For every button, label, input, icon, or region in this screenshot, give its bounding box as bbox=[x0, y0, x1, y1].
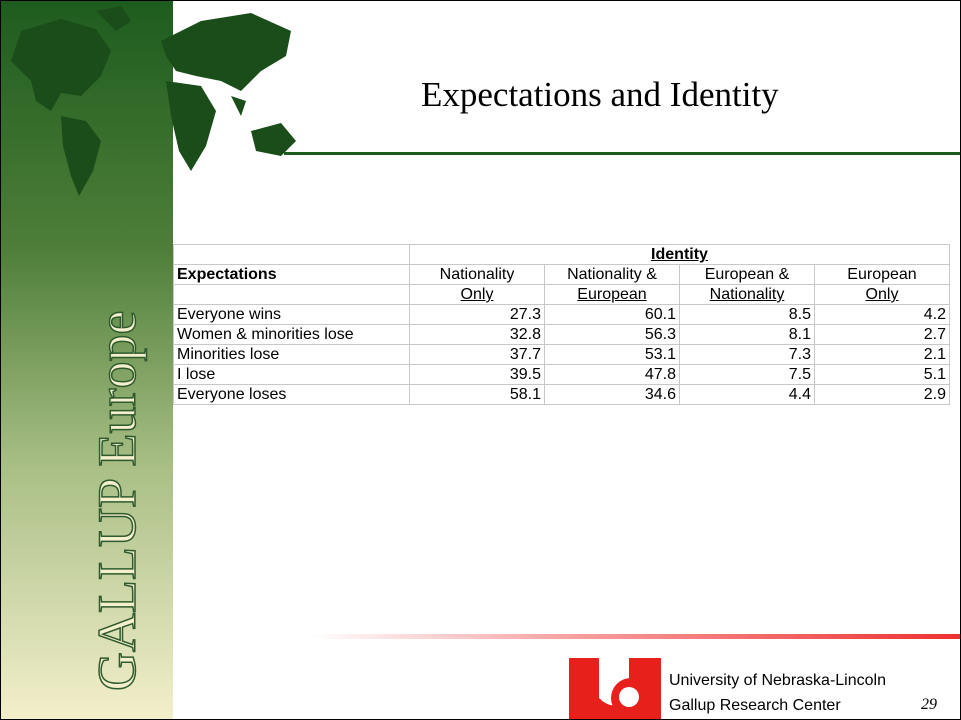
table-cell: 37.7 bbox=[409, 344, 545, 365]
table-cell bbox=[173, 284, 410, 305]
table-cell: 27.3 bbox=[409, 304, 545, 325]
sidebar-label-layer: GALLUP Europe bbox=[86, 310, 148, 692]
table-cell: Expectations bbox=[173, 264, 410, 285]
footer-rule bbox=[311, 634, 960, 639]
footer-line: Gallup Research Center bbox=[669, 697, 841, 714]
table-row: I lose 39.5 47.8 7.5 5.1 bbox=[173, 364, 950, 385]
sidebar-label: GALLUP Europe bbox=[87, 311, 147, 691]
table-cell: Nationality bbox=[679, 284, 815, 305]
university-logo bbox=[569, 658, 661, 719]
table-cell: Everyone wins bbox=[173, 304, 410, 325]
table-cell: I lose bbox=[173, 364, 410, 385]
world-map bbox=[11, 6, 296, 196]
table-cell: 4.4 bbox=[679, 384, 815, 405]
table-row: Identity bbox=[173, 244, 950, 265]
table-cell: Nationality bbox=[409, 264, 545, 285]
table-cell: Only bbox=[814, 284, 950, 305]
page-number: 29 bbox=[921, 696, 937, 713]
table-cell: European bbox=[814, 264, 950, 285]
table-cell: 7.5 bbox=[679, 364, 815, 385]
table-cell: 32.8 bbox=[409, 324, 545, 345]
table-cell: 7.3 bbox=[679, 344, 815, 365]
table-cell: 58.1 bbox=[409, 384, 545, 405]
table-cell: 53.1 bbox=[544, 344, 680, 365]
table-row: Only European Nationality Only bbox=[173, 284, 950, 305]
table-cell: 8.5 bbox=[679, 304, 815, 325]
table-cell bbox=[173, 244, 410, 265]
table-cell: 47.8 bbox=[544, 364, 680, 385]
table-cell: Women & minorities lose bbox=[173, 324, 410, 345]
table-cell: 2.7 bbox=[814, 324, 950, 345]
sidebar bbox=[1, 1, 173, 719]
title-rule bbox=[284, 152, 960, 155]
table-cell: 39.5 bbox=[409, 364, 545, 385]
table-cell: 8.1 bbox=[679, 324, 815, 345]
table-row: Expectations Nationality Nationality & Euro… bbox=[173, 264, 950, 285]
footer-line: University of Nebraska-Lincoln bbox=[669, 672, 886, 689]
table-cell: Only bbox=[409, 284, 545, 305]
table-cell: 2.9 bbox=[814, 384, 950, 405]
table-cell: Minorities lose bbox=[173, 344, 410, 365]
table-row: Everyone wins 27.3 60.1 8.5 4.2 bbox=[173, 304, 950, 325]
table-row: Everyone loses 58.1 34.6 4.4 2.9 bbox=[173, 384, 950, 405]
table-row: Minorities lose 37.7 53.1 7.3 2.1 bbox=[173, 344, 950, 365]
table-cell: European & bbox=[679, 264, 815, 285]
table-cell: 56.3 bbox=[544, 324, 680, 345]
table-cell: 4.2 bbox=[814, 304, 950, 325]
table-cell: Everyone loses bbox=[173, 384, 410, 405]
table-cell: 34.6 bbox=[544, 384, 680, 405]
table-cell: Nationality & bbox=[544, 264, 680, 285]
slide-title: Expectations and Identity bbox=[421, 75, 779, 114]
table-cell: European bbox=[544, 284, 680, 305]
table-cell: 5.1 bbox=[814, 364, 950, 385]
table-cell: 2.1 bbox=[814, 344, 950, 365]
table-row: Women & minorities lose 32.8 56.3 8.1 2.7 bbox=[173, 324, 950, 345]
table-cell: 60.1 bbox=[544, 304, 680, 325]
table-cell: Identity bbox=[409, 244, 950, 265]
data-table: Identity Expectations Nationality Nationali… bbox=[173, 244, 950, 405]
